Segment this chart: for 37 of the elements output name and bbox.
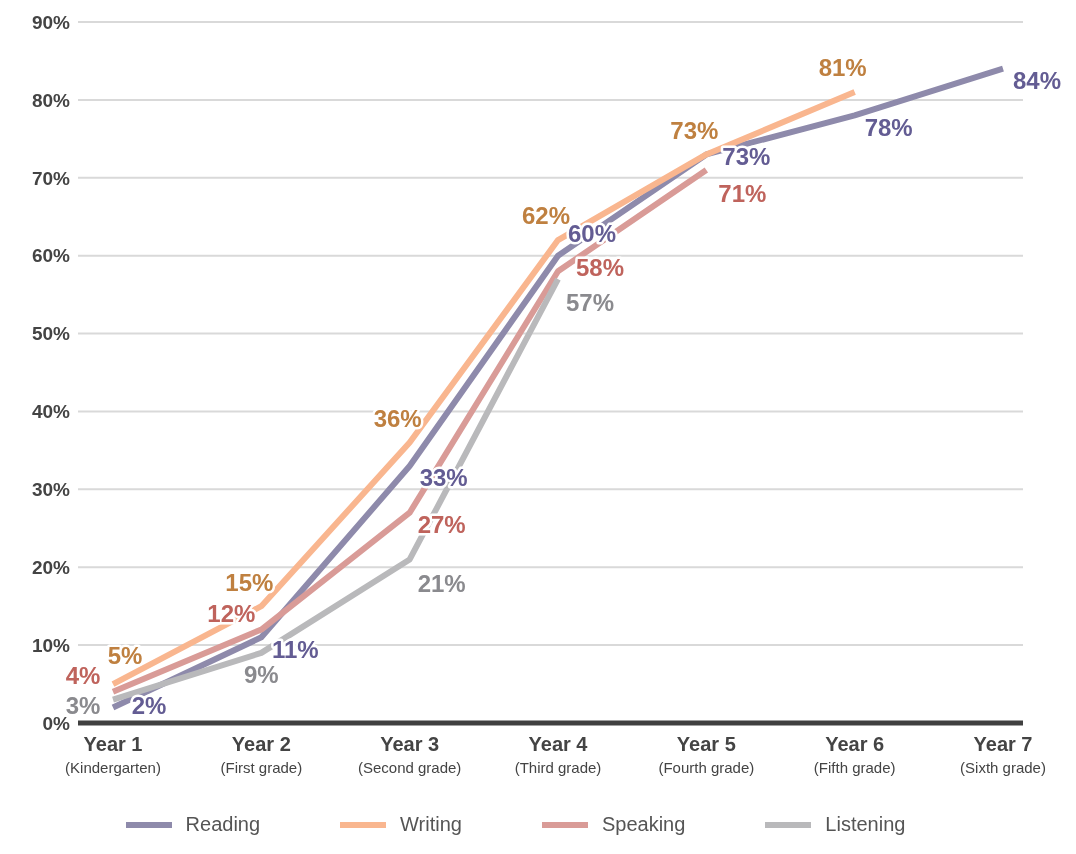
data-label: 5%	[107, 642, 143, 670]
data-label: 9%	[243, 661, 279, 689]
data-label: 15%	[225, 568, 274, 596]
x-tick-label: Year 4 (Third grade)	[514, 733, 602, 776]
x-tick-label: Year 2 (First grade)	[220, 733, 303, 776]
y-tick-label: 10%	[31, 634, 71, 656]
data-label: 84%	[1012, 67, 1062, 95]
x-tick-label: Year 3 (Second grade)	[357, 733, 462, 776]
y-tick-label: 60%	[31, 245, 71, 267]
data-label: 36%	[373, 404, 422, 432]
x-tick-label: Year 6 (Fifth grade)	[813, 733, 896, 776]
data-label: 4%	[65, 662, 101, 690]
data-label: 73%	[670, 116, 719, 144]
data-label: 73%	[722, 142, 771, 170]
y-tick-label: 50%	[31, 323, 71, 345]
x-tick-label: Year 1 (Kindergarten)	[65, 733, 161, 776]
data-label: 27%	[417, 511, 466, 539]
data-label: 21%	[417, 569, 466, 597]
y-tick-label: 90%	[31, 11, 71, 33]
x-tick-label: Year 5 (Fourth grade)	[658, 733, 755, 776]
y-tick-label: 40%	[31, 401, 71, 423]
legend-label: Speaking	[601, 813, 686, 836]
data-label: 71%	[718, 180, 767, 208]
legend-label: Writing	[400, 813, 462, 836]
legend-label: Reading	[185, 813, 261, 836]
x-tick-label: Year 7 (Sixth grade)	[960, 733, 1046, 776]
data-label: 81%	[818, 54, 867, 82]
legend-label: Listening	[825, 813, 906, 836]
data-label: 78%	[864, 113, 913, 141]
data-label: 11%	[271, 635, 319, 663]
y-tick-label: 70%	[31, 167, 71, 189]
y-tick-label: 30%	[31, 479, 71, 501]
data-label: 2%	[131, 691, 167, 719]
y-tick-label: 80%	[31, 89, 71, 111]
data-label: 57%	[565, 289, 615, 317]
data-label: 58%	[575, 253, 625, 281]
y-tick-label: 20%	[31, 556, 71, 578]
